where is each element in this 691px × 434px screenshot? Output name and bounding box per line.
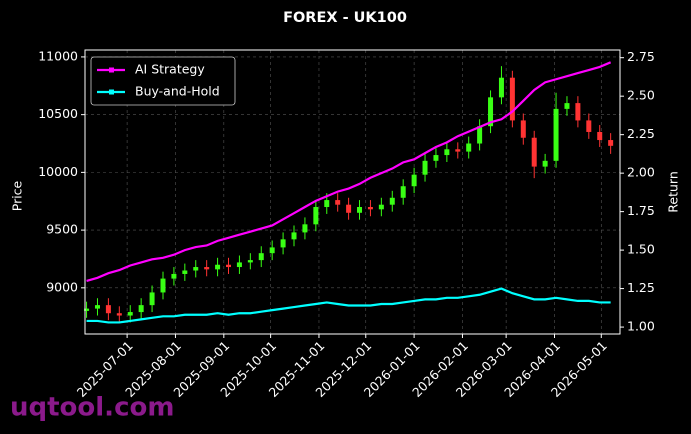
candle-body (84, 308, 90, 311)
candle-body (127, 312, 133, 316)
y2-tick-label: 2.50 (627, 88, 655, 103)
candle-body (236, 262, 242, 268)
chart-title: FOREX - UK100 (283, 10, 407, 26)
candle-body (564, 103, 570, 109)
candle-body (335, 200, 341, 205)
candle-body (149, 292, 155, 306)
return-line (86, 287, 611, 324)
y2-tick-label: 2.00 (627, 165, 655, 180)
candle-body (357, 207, 363, 213)
candle-body (488, 97, 494, 127)
candle-body (586, 120, 592, 132)
candle-body (160, 278, 166, 293)
y-axis-label: Price (10, 180, 25, 211)
candle-body (313, 207, 319, 225)
legend-box (90, 56, 236, 106)
legend-marker (109, 89, 114, 95)
candle-body (204, 267, 210, 270)
candle-body (105, 305, 111, 314)
y-tick-label: 9000 (46, 279, 78, 294)
y2-tick-label: 1.25 (627, 280, 655, 295)
legend-marker (109, 67, 114, 73)
candle-body (542, 160, 548, 167)
candle-body (422, 160, 428, 175)
candle-body (400, 186, 406, 198)
y2-tick-label: 1.50 (627, 242, 655, 257)
candle-body (608, 140, 614, 146)
candle-body (193, 267, 199, 271)
candle-body (389, 197, 395, 205)
y-tick-label: 9500 (46, 222, 78, 237)
candle-body (291, 232, 297, 240)
candle-body (575, 103, 581, 121)
candle-body (509, 77, 515, 121)
candle-body (182, 270, 188, 274)
candle-body (215, 264, 221, 270)
candle-body (94, 305, 100, 309)
y2-axis-label: Return (666, 171, 681, 212)
candle-body (553, 108, 559, 161)
y2-tick-label: 2.25 (627, 126, 655, 141)
legend-label: AI Strategy (135, 62, 205, 77)
candle-body (597, 131, 603, 141)
candle-body (247, 260, 253, 263)
y2-tick-label: 1.75 (627, 203, 655, 218)
candle-body (455, 149, 461, 152)
candle-body (367, 207, 373, 210)
candle-body (258, 253, 264, 261)
candle-body (498, 77, 504, 98)
candle-body (269, 247, 275, 254)
candle-body (466, 143, 472, 152)
candle-body (531, 137, 537, 167)
candle-body (444, 149, 450, 156)
watermark: uqtool.com (10, 393, 174, 423)
candle-body (324, 200, 330, 208)
y-tick-label: 11000 (38, 48, 78, 63)
candle-body (346, 204, 352, 213)
candle-body (138, 305, 144, 313)
candle-body (411, 174, 417, 187)
candle-body (280, 239, 286, 248)
candle-body (378, 204, 384, 210)
legend-label: Buy-and-Hold (135, 84, 220, 99)
candle-body (116, 313, 122, 316)
candle-body (433, 155, 439, 161)
candle-body (171, 273, 177, 279)
y-tick-label: 10000 (38, 164, 78, 179)
candle-body (520, 120, 526, 138)
y-tick-label: 10500 (38, 106, 78, 121)
candle-body (302, 224, 308, 233)
y2-tick-label: 2.75 (627, 49, 655, 64)
candle-body (477, 126, 483, 144)
plot-frame (84, 49, 621, 335)
y2-tick-label: 1.00 (627, 319, 655, 334)
candle-body (225, 264, 231, 268)
return-line (86, 61, 612, 282)
